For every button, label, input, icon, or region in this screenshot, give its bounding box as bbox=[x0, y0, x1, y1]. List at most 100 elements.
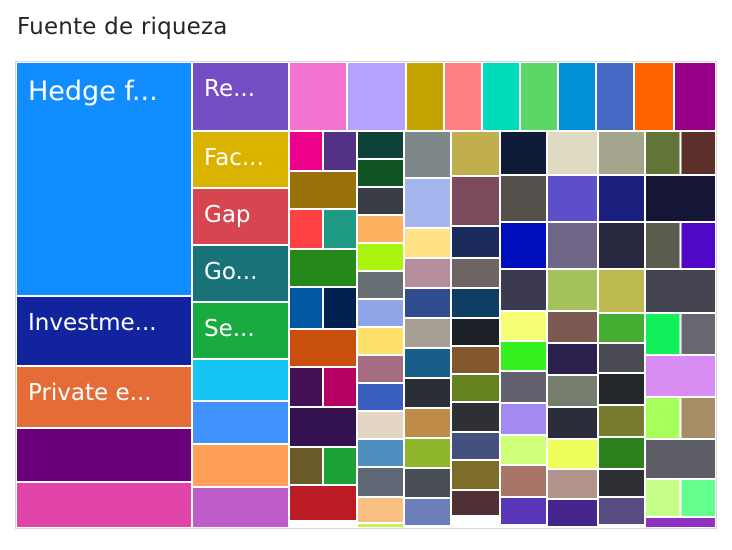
treemap-tile[interactable] bbox=[290, 132, 322, 170]
treemap-tile[interactable] bbox=[599, 374, 644, 404]
treemap-tile[interactable] bbox=[348, 63, 405, 130]
treemap-tile[interactable] bbox=[193, 246, 288, 301]
treemap-tile[interactable] bbox=[501, 132, 546, 174]
treemap-tile[interactable] bbox=[405, 439, 450, 467]
treemap-tile[interactable] bbox=[290, 368, 322, 406]
treemap-tile[interactable] bbox=[548, 440, 597, 468]
treemap-tile[interactable] bbox=[548, 132, 597, 174]
treemap-tile[interactable] bbox=[358, 160, 403, 186]
treemap-tile[interactable] bbox=[548, 408, 597, 438]
treemap-tile[interactable] bbox=[405, 409, 450, 437]
treemap-tile[interactable] bbox=[193, 445, 288, 486]
treemap-tile[interactable] bbox=[646, 440, 715, 478]
treemap-tile[interactable] bbox=[599, 438, 644, 468]
treemap-tile[interactable] bbox=[501, 498, 546, 524]
treemap-tile[interactable] bbox=[646, 270, 715, 312]
treemap-tile[interactable] bbox=[501, 342, 546, 370]
treemap-tile[interactable] bbox=[452, 319, 499, 345]
treemap-tile[interactable] bbox=[358, 524, 403, 527]
treemap-tile[interactable] bbox=[445, 63, 481, 130]
treemap-tile[interactable] bbox=[358, 132, 403, 158]
treemap-tile[interactable] bbox=[358, 412, 403, 438]
treemap-tile[interactable] bbox=[405, 132, 450, 177]
treemap-tile[interactable] bbox=[290, 486, 356, 520]
treemap-tile[interactable] bbox=[452, 347, 499, 373]
treemap-tile[interactable] bbox=[501, 312, 546, 340]
treemap-tile[interactable] bbox=[548, 500, 597, 526]
treemap-tile[interactable] bbox=[681, 314, 716, 354]
treemap-tile[interactable] bbox=[548, 176, 597, 221]
treemap-tile[interactable] bbox=[290, 63, 346, 130]
treemap-tile[interactable] bbox=[405, 289, 450, 317]
treemap-tile[interactable] bbox=[646, 132, 680, 174]
treemap-tile[interactable] bbox=[358, 468, 403, 496]
treemap-tile[interactable] bbox=[405, 319, 450, 347]
treemap-tile[interactable] bbox=[358, 498, 403, 522]
treemap-tile[interactable] bbox=[501, 372, 546, 402]
treemap-tile[interactable] bbox=[17, 367, 191, 427]
treemap-tile[interactable] bbox=[358, 384, 403, 410]
treemap-tile[interactable] bbox=[521, 63, 557, 130]
treemap-tile[interactable] bbox=[501, 436, 546, 464]
treemap-tile[interactable] bbox=[405, 229, 450, 257]
treemap-tile[interactable] bbox=[501, 176, 546, 221]
treemap-tile[interactable] bbox=[324, 368, 356, 406]
treemap-tile[interactable] bbox=[193, 360, 288, 400]
treemap-tile[interactable] bbox=[290, 210, 322, 248]
treemap-tile[interactable] bbox=[324, 288, 356, 328]
treemap-tile[interactable] bbox=[548, 312, 597, 342]
treemap-tile[interactable] bbox=[193, 189, 288, 244]
treemap-tile[interactable] bbox=[597, 63, 633, 130]
treemap-tile[interactable] bbox=[290, 448, 322, 484]
treemap-tile[interactable] bbox=[559, 63, 595, 130]
treemap-tile[interactable] bbox=[452, 289, 499, 317]
treemap-tile[interactable] bbox=[548, 344, 597, 374]
treemap-tile[interactable] bbox=[548, 376, 597, 406]
treemap-tile[interactable] bbox=[452, 259, 499, 287]
treemap-chart[interactable]: Hedge f... Investme... Private e... Re... Fa… bbox=[15, 61, 717, 529]
treemap-tile[interactable] bbox=[358, 328, 403, 354]
treemap-tile[interactable] bbox=[635, 63, 673, 130]
treemap-tile[interactable] bbox=[17, 483, 191, 527]
treemap-tile[interactable] bbox=[358, 300, 403, 326]
treemap-tile[interactable] bbox=[675, 63, 715, 130]
treemap-tile[interactable] bbox=[290, 288, 322, 328]
treemap-tile[interactable] bbox=[358, 216, 403, 242]
treemap-tile[interactable] bbox=[193, 402, 288, 443]
treemap-tile[interactable] bbox=[324, 132, 356, 170]
treemap-tile[interactable] bbox=[501, 223, 546, 268]
treemap-tile[interactable] bbox=[358, 244, 403, 270]
treemap-tile[interactable] bbox=[405, 259, 450, 287]
treemap-tile[interactable] bbox=[405, 379, 450, 407]
treemap-tile[interactable] bbox=[599, 470, 644, 496]
treemap-tile[interactable] bbox=[452, 491, 499, 515]
treemap-tile[interactable] bbox=[599, 223, 644, 268]
treemap-tile[interactable] bbox=[646, 480, 680, 516]
treemap-tile[interactable] bbox=[17, 429, 191, 481]
treemap-tile[interactable] bbox=[452, 433, 499, 459]
treemap-tile[interactable] bbox=[599, 344, 644, 372]
treemap-tile[interactable] bbox=[599, 132, 644, 174]
treemap-tile[interactable] bbox=[681, 132, 716, 174]
treemap-tile[interactable] bbox=[290, 250, 356, 286]
treemap-tile[interactable] bbox=[681, 398, 716, 438]
treemap-tile[interactable] bbox=[405, 349, 450, 377]
treemap-tile[interactable] bbox=[599, 314, 644, 342]
treemap-tile[interactable] bbox=[17, 297, 191, 365]
treemap-tile[interactable] bbox=[501, 404, 546, 434]
treemap-tile[interactable] bbox=[405, 179, 450, 227]
treemap-tile[interactable] bbox=[646, 356, 715, 396]
treemap-tile[interactable] bbox=[452, 375, 499, 401]
treemap-tile[interactable] bbox=[358, 272, 403, 298]
treemap-tile[interactable] bbox=[193, 63, 288, 130]
treemap-tile[interactable] bbox=[599, 270, 644, 312]
treemap-tile[interactable] bbox=[358, 188, 403, 214]
treemap-tile[interactable] bbox=[681, 480, 716, 516]
treemap-tile[interactable] bbox=[193, 132, 288, 187]
treemap-tile[interactable] bbox=[324, 448, 356, 484]
treemap-tile[interactable] bbox=[452, 177, 499, 225]
treemap-tile[interactable] bbox=[358, 440, 403, 466]
treemap-tile[interactable] bbox=[452, 227, 499, 257]
treemap-tile[interactable] bbox=[407, 63, 443, 130]
treemap-tile[interactable] bbox=[501, 466, 546, 496]
